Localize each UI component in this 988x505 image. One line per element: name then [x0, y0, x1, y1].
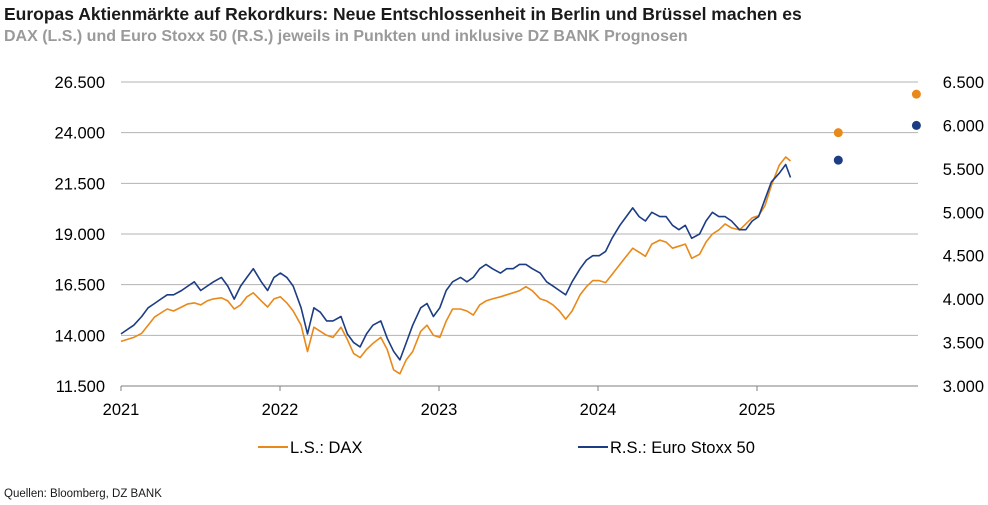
- right-tick-label: 4.000: [943, 291, 984, 309]
- x-tick-label: 2022: [262, 401, 299, 419]
- legend-dax-label: L.S.: DAX: [290, 439, 362, 457]
- left-tick-label: 24.000: [55, 125, 105, 143]
- chart-title: Europas Aktienmärkte auf Rekordkurs: Neu…: [4, 4, 802, 24]
- right-tick-label: 3.000: [943, 378, 984, 396]
- x-axis: 2021 2022 2023 2024 2025: [103, 386, 776, 419]
- source-note: Quellen: Bloomberg, DZ BANK: [4, 488, 162, 500]
- chart-subtitle: DAX (L.S.) und Euro Stoxx 50 (R.S.) jewe…: [4, 28, 688, 45]
- right-tick-label: 3.500: [943, 335, 984, 353]
- dax-forecast-point-2: [911, 89, 921, 99]
- x-tick-label: 2025: [739, 401, 776, 419]
- dax-series-line: [120, 156, 792, 375]
- stoxx-forecast-point-1: [833, 155, 843, 165]
- right-tick-label: 4.500: [943, 248, 984, 266]
- x-tick-label: 2024: [580, 401, 617, 419]
- x-tick-label: 2021: [103, 401, 140, 419]
- legend-stoxx-label: R.S.: Euro Stoxx 50: [610, 439, 755, 457]
- stoxx-forecast-point-2: [911, 120, 921, 130]
- dax-forecast-point-1: [833, 128, 843, 138]
- left-tick-label: 21.500: [55, 175, 105, 193]
- right-tick-label: 6.500: [943, 74, 984, 92]
- right-axis-tick-labels: 3.000 3.500 4.000 4.500 5.000 5.500 6.000 6.500: [943, 74, 984, 396]
- left-tick-label: 19.000: [55, 226, 105, 244]
- right-tick-label: 5.000: [943, 204, 984, 222]
- legend: L.S.: DAX R.S.: Euro Stoxx 50: [258, 439, 755, 457]
- stoxx-series-line: [120, 163, 792, 361]
- left-axis-tick-labels: 11.500 14.000 16.500 19.000 21.500 24.000 26.5…: [55, 74, 105, 396]
- left-tick-label: 11.500: [56, 378, 105, 396]
- right-tick-label: 6.000: [943, 117, 984, 135]
- left-tick-label: 26.500: [55, 74, 105, 92]
- gridlines: [121, 81, 918, 387]
- x-tick-label: 2023: [421, 401, 458, 419]
- series-lines: [120, 156, 792, 375]
- left-tick-label: 16.500: [55, 277, 105, 295]
- right-tick-label: 5.500: [943, 161, 984, 179]
- left-tick-label: 14.000: [55, 327, 105, 345]
- forecast-points: [833, 89, 921, 165]
